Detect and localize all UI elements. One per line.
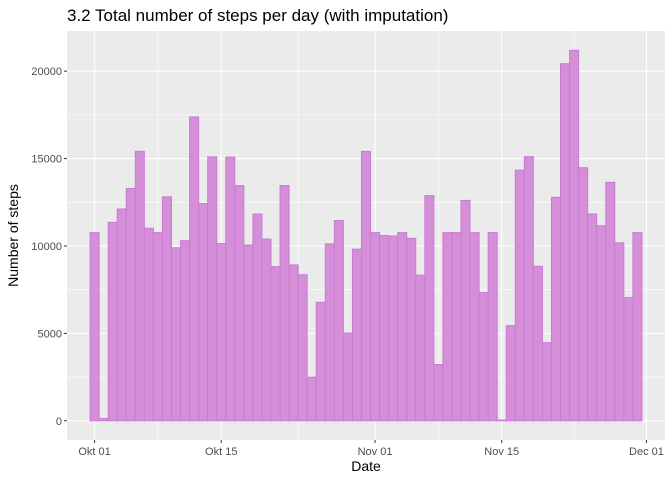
bar (216, 243, 227, 422)
bar (261, 238, 272, 422)
bar (143, 227, 154, 422)
bar (614, 242, 625, 422)
y-tick-label: 20000 (31, 66, 62, 78)
bar (342, 332, 353, 422)
bar (469, 232, 480, 422)
bar (315, 301, 326, 422)
bar (152, 232, 163, 422)
chart-title: 3.2 Total number of steps per day (with … (67, 6, 448, 25)
y-axis-title: Number of steps (5, 184, 21, 287)
bar (587, 213, 598, 422)
bar (596, 225, 607, 422)
bar (578, 167, 589, 422)
bar (496, 419, 507, 422)
bar (460, 199, 471, 422)
y-tick-label: 15000 (31, 154, 62, 166)
bar (487, 232, 498, 422)
bar (569, 49, 580, 422)
bar (623, 297, 634, 422)
bar (297, 274, 308, 422)
bar (270, 266, 281, 422)
bar (107, 221, 118, 422)
bar (116, 208, 127, 422)
y-tick-label: 10000 (31, 241, 62, 253)
bar (125, 187, 136, 422)
y-tick-label: 0 (56, 416, 62, 428)
bar (207, 156, 218, 422)
bar (161, 196, 172, 422)
bar (306, 376, 317, 422)
x-tick-label: Nov 15 (484, 446, 519, 458)
bar (433, 364, 444, 422)
bars (89, 49, 643, 422)
bar (605, 181, 616, 422)
bar (379, 235, 390, 422)
bar (351, 248, 362, 422)
x-tick-label: Dec 01 (629, 446, 664, 458)
bar (370, 232, 381, 422)
bar (198, 203, 209, 422)
bar (98, 418, 109, 422)
bar (243, 244, 254, 422)
x-tick-label: Okt 01 (78, 446, 110, 458)
bar (560, 63, 571, 422)
bar (134, 150, 145, 422)
x-tick-label: Nov 01 (358, 446, 393, 458)
bar (532, 265, 543, 422)
bar (288, 264, 299, 422)
bar (189, 116, 200, 422)
bar (514, 169, 525, 422)
bar (333, 220, 344, 422)
bar (424, 195, 435, 422)
y-axis: 0 5000 10000 15000 20000 (31, 66, 67, 428)
bar (234, 185, 245, 422)
bar (180, 240, 191, 422)
bar (89, 232, 100, 422)
bar (225, 156, 236, 422)
bar (170, 247, 182, 422)
bar (388, 235, 399, 422)
bar (279, 185, 290, 422)
bar (541, 342, 552, 422)
bar (478, 292, 489, 422)
bar (632, 232, 643, 422)
x-axis: Okt 01 Okt 15 Nov 01 Nov 15 Dec 01 (78, 440, 664, 458)
x-tick-label: Okt 15 (205, 446, 237, 458)
bar (415, 274, 426, 422)
bar (397, 232, 408, 422)
bar (324, 243, 335, 422)
bar (252, 213, 263, 422)
y-tick-label: 5000 (38, 328, 62, 340)
bar (406, 237, 417, 422)
bar (451, 232, 462, 422)
bar (442, 232, 453, 422)
x-axis-title: Date (351, 458, 381, 474)
bar (360, 150, 372, 422)
bar (550, 196, 562, 422)
bar (523, 156, 534, 422)
bar (505, 325, 516, 422)
